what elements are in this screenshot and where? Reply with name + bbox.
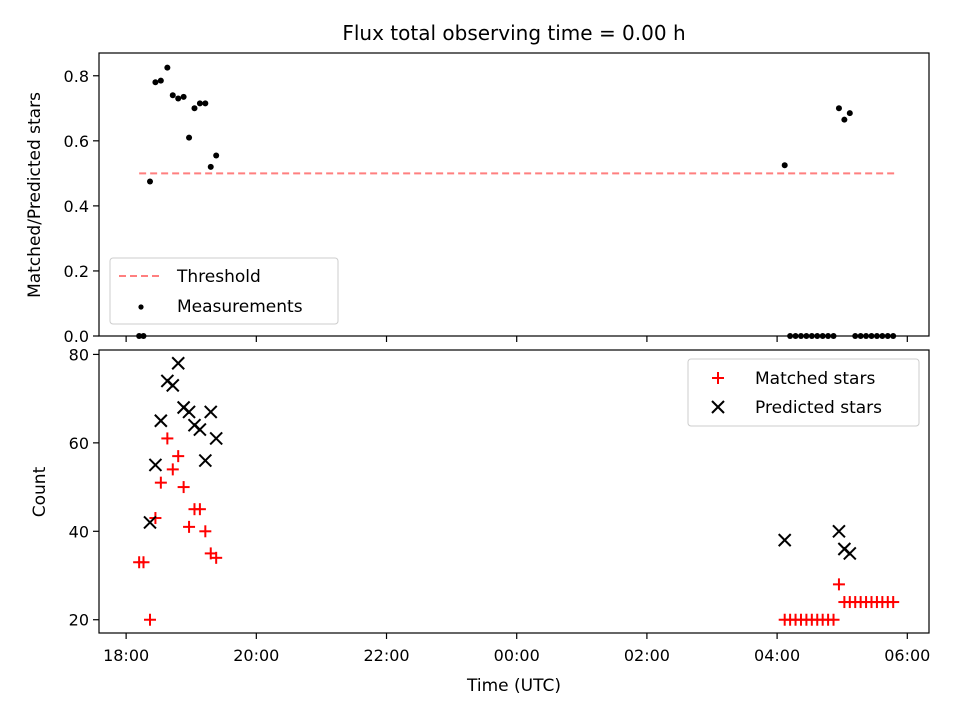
- matched-star-point: [177, 481, 190, 494]
- top-plot-area: [136, 64, 897, 339]
- top-y-tick-label: 0.4: [64, 197, 89, 216]
- bottom-x-tick-label: 22:00: [363, 646, 409, 665]
- matched-star-point: [161, 432, 174, 445]
- predicted-star-point: [143, 515, 157, 530]
- chart-title: Flux total observing time = 0.00 h: [342, 21, 685, 45]
- measurement-point: [207, 163, 214, 170]
- measurement-point: [781, 162, 788, 169]
- measurement-point: [169, 92, 176, 99]
- measurement-point: [191, 105, 198, 112]
- matched-star-point: [154, 476, 167, 489]
- bottom-axes-frame: [98, 349, 930, 634]
- top-y-ticks: 0.0 0.2 0.4 0.6 0.8: [64, 67, 99, 346]
- predicted-star-point: [154, 414, 168, 428]
- bottom-x-tick-label: 04:00: [754, 646, 800, 665]
- top-legend-box: [109, 257, 339, 325]
- matched-star-point: [193, 503, 206, 516]
- bottom-legend: Matched stars Predicted stars: [687, 358, 920, 427]
- measurement-point: [196, 100, 203, 107]
- top-y-axis-label: Matched/Predicted stars: [25, 92, 45, 298]
- bottom-y-tick-label: 60: [69, 434, 89, 453]
- bottom-y-axis-label: Count: [30, 466, 50, 517]
- measurement-point: [186, 134, 193, 141]
- legend-measurements-label: Measurements: [177, 297, 303, 317]
- top-y-tick-label: 0.0: [64, 327, 89, 346]
- predicted-star-point: [148, 458, 163, 472]
- predicted-star-point: [777, 533, 792, 547]
- matched-star-point: [143, 613, 156, 626]
- matched-star-point: [166, 463, 179, 476]
- x-axis-label: Time (UTC): [466, 676, 561, 696]
- top-panel: 0.00.20.40.60.8 Matched/Predicted stars …: [25, 52, 930, 346]
- bottom-y-tick-label: 80: [69, 345, 89, 364]
- bottom-x-tick-label: 06:00: [884, 646, 930, 665]
- top-y-tick-label: 0.2: [64, 262, 89, 281]
- legend-measurements-swatch: [138, 304, 144, 310]
- measurement-point: [180, 93, 187, 100]
- measurement-point: [175, 95, 182, 102]
- bottom-y-ticks: 20 40 60 80: [69, 345, 99, 630]
- legend-matched-swatch: [712, 372, 724, 384]
- bottom-y-tick-label: 40: [69, 522, 89, 541]
- matched-star-point: [137, 556, 150, 569]
- matched-star-point: [199, 525, 212, 538]
- predicted-star-point: [193, 422, 207, 437]
- bottom-legend-box: [687, 358, 920, 427]
- measurement-point: [157, 77, 164, 84]
- legend-predicted-label: Predicted stars: [755, 398, 882, 418]
- legend-threshold-label: Threshold: [176, 267, 261, 287]
- bottom-plot-area: [133, 356, 900, 626]
- top-x-ticks: [125, 336, 908, 342]
- matched-star-point: [183, 520, 196, 533]
- bottom-x-tick-label: 20:00: [233, 646, 279, 665]
- matched-star-point: [832, 578, 845, 591]
- bottom-x-tick-label: 00:00: [494, 646, 540, 665]
- predicted-star-point: [843, 546, 857, 561]
- top-y-tick-label: 0.8: [64, 67, 89, 86]
- predicted-star-point: [182, 405, 196, 419]
- bottom-x-tick-label: 02:00: [624, 646, 670, 665]
- predicted-star-point: [832, 524, 846, 539]
- bottom-x-tick-label: 18:00: [103, 646, 149, 665]
- predicted-star-point: [204, 405, 218, 419]
- legend-matched-label: Matched stars: [755, 369, 875, 389]
- top-axes-frame: [98, 52, 930, 337]
- legend-predicted-swatch: [711, 400, 725, 414]
- measurement-point: [213, 152, 220, 159]
- measurement-point: [841, 116, 848, 123]
- measurement-point: [846, 110, 853, 117]
- matched-star-point: [827, 613, 840, 626]
- measurement-point: [146, 178, 153, 185]
- top-y-tick-label: 0.6: [64, 132, 89, 151]
- bottom-x-ticks: 18:00 20:00 22:00 00:00 02:00 04:00 06:00: [103, 633, 930, 665]
- predicted-star-point: [209, 431, 223, 446]
- measurement-point: [835, 105, 842, 112]
- measurement-point: [164, 64, 171, 71]
- matched-star-point: [887, 596, 900, 609]
- matched-star-point: [210, 551, 223, 564]
- bottom-panel: 20 40 60 80 18:00 20:00 22:00 00:00 02:00 04:00 0…: [30, 345, 930, 696]
- predicted-star-point: [166, 378, 180, 393]
- top-legend: Threshold Measurements: [109, 257, 339, 325]
- predicted-star-point: [198, 453, 213, 468]
- measurement-point: [202, 100, 209, 107]
- bottom-y-tick-label: 20: [69, 611, 89, 630]
- measurement-point: [152, 79, 159, 86]
- predicted-star-point: [171, 356, 185, 370]
- matched-star-point: [172, 450, 185, 463]
